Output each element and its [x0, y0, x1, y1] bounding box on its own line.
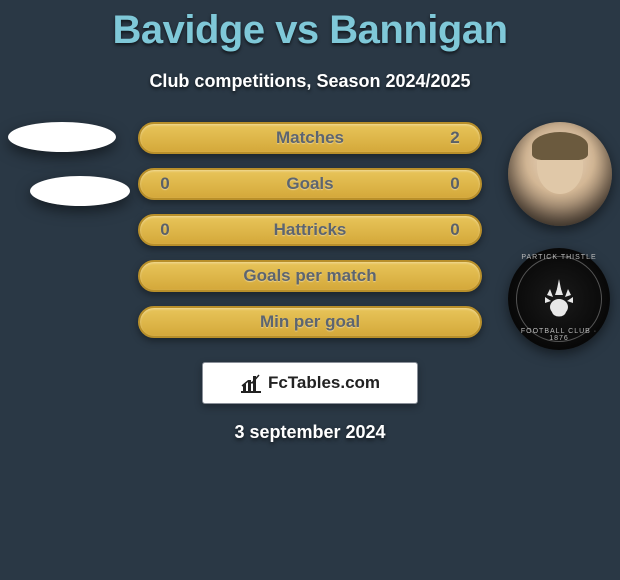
date-text: 3 september 2024 [0, 422, 620, 443]
stat-label: Hattricks [174, 220, 446, 240]
player-left-club-placeholder [30, 176, 130, 206]
stat-left-value: 0 [156, 220, 174, 240]
player-right-club-badge: PARTICK THISTLE FOOTBALL CLUB · 1876 [508, 248, 610, 350]
stat-row-min-per-goal: Min per goal [138, 306, 482, 338]
stat-label: Min per goal [174, 312, 446, 332]
stat-label: Goals per match [174, 266, 446, 286]
player-right-column: PARTICK THISTLE FOOTBALL CLUB · 1876 [508, 122, 612, 350]
brand-box: FcTables.com [202, 362, 418, 404]
subtitle: Club competitions, Season 2024/2025 [0, 71, 620, 92]
bar-chart-icon [240, 373, 262, 393]
stat-right-value: 0 [446, 220, 464, 240]
thistle-icon [535, 275, 583, 323]
stat-label: Goals [174, 174, 446, 194]
stat-label: Matches [174, 128, 446, 148]
page-title: Bavidge vs Bannigan [0, 0, 620, 53]
comparison-panel: PARTICK THISTLE FOOTBALL CLUB · 1876 [0, 122, 620, 443]
stat-row-goals-per-match: Goals per match [138, 260, 482, 292]
stat-row-goals: 0 Goals 0 [138, 168, 482, 200]
stat-row-hattricks: 0 Hattricks 0 [138, 214, 482, 246]
brand-text: FcTables.com [268, 373, 380, 393]
stat-row-matches: Matches 2 [138, 122, 482, 154]
club-text-top: PARTICK THISTLE [511, 254, 607, 261]
stat-left-value: 0 [156, 174, 174, 194]
stat-right-value: 0 [446, 174, 464, 194]
player-left-avatar-placeholder [8, 122, 116, 152]
club-text-bottom: FOOTBALL CLUB · 1876 [511, 328, 607, 342]
stat-bars: Matches 2 0 Goals 0 0 Hattricks 0 Goals … [138, 122, 482, 338]
player-left-column [8, 122, 130, 206]
stat-right-value: 2 [446, 128, 464, 148]
player-right-avatar [508, 122, 612, 226]
